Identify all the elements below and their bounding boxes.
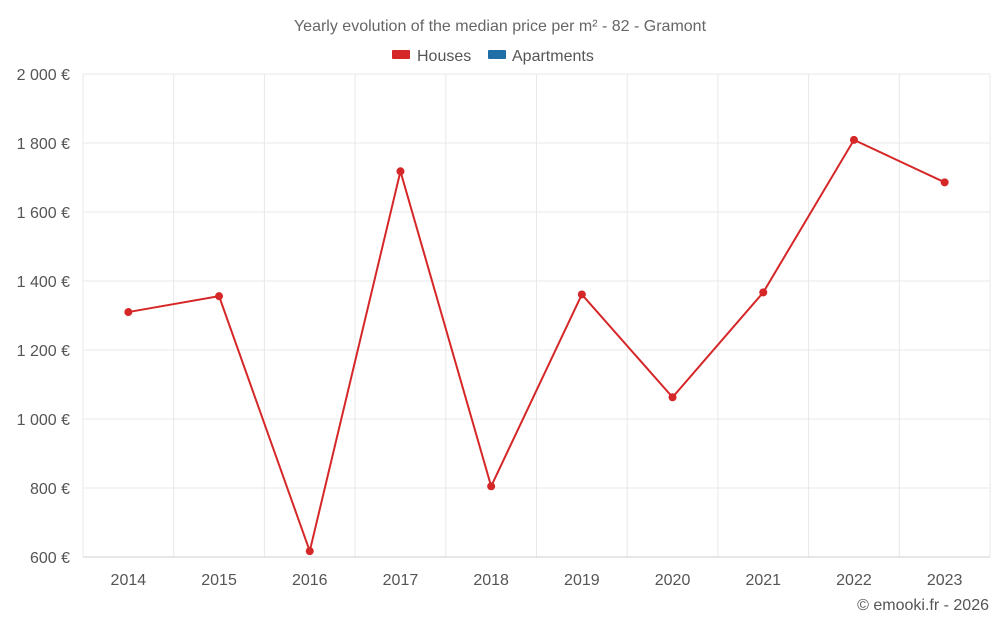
y-tick-label: 1 400 € [17,274,70,291]
legend-swatch-houses [392,50,410,59]
x-tick-label: 2020 [655,572,691,589]
x-tick-label: 2019 [564,572,600,589]
y-axis-ticks: 600 € 800 € 1 000 € 1 200 € 1 400 € 1 600 € 1 … [17,67,70,567]
x-tick-label: 2021 [745,572,781,589]
x-tick-label: 2017 [383,572,419,589]
x-tick-label: 2016 [292,572,328,589]
data-point-houses[interactable] [577,290,586,299]
data-point-houses[interactable] [849,135,858,144]
series-line-houses [128,138,946,555]
legend-item-houses[interactable]: Houses [392,48,471,65]
data-point-houses[interactable] [668,393,677,402]
data-point-houses[interactable] [759,288,768,297]
legend-label-apartments: Apartments [512,48,594,65]
data-point-houses[interactable] [940,178,949,187]
x-tick-label: 2014 [111,572,147,589]
y-tick-label: 1 600 € [17,205,70,222]
series-group [124,135,949,556]
y-tick-label: 1 200 € [17,343,70,360]
credit-text: © emooki.fr - 2026 [857,597,989,614]
data-point-houses[interactable] [396,167,405,176]
legend-swatch-apartments [488,50,506,59]
x-axis-ticks: 2014 2015 2016 2017 2018 2019 2020 2021 2022 2023 [111,572,963,589]
x-tick-label: 2022 [836,572,872,589]
data-point-houses[interactable] [215,292,224,301]
legend-label-houses: Houses [417,48,471,65]
grid [82,73,991,557]
x-tick-label: 2015 [201,572,237,589]
y-tick-label: 600 € [30,550,70,567]
x-tick-label: 2023 [927,572,963,589]
data-point-houses[interactable] [124,308,133,317]
y-tick-label: 1 000 € [17,412,70,429]
y-tick-label: 800 € [30,481,70,498]
y-tick-label: 2 000 € [17,67,70,84]
legend-item-apartments[interactable]: Apartments [488,48,594,65]
x-tick-label: 2018 [473,572,509,589]
data-point-houses[interactable] [487,482,496,491]
y-tick-label: 1 800 € [17,136,70,153]
legend: Houses Apartments [392,48,594,65]
chart-title: Yearly evolution of the median price per… [294,18,707,35]
data-point-houses[interactable] [305,547,314,556]
